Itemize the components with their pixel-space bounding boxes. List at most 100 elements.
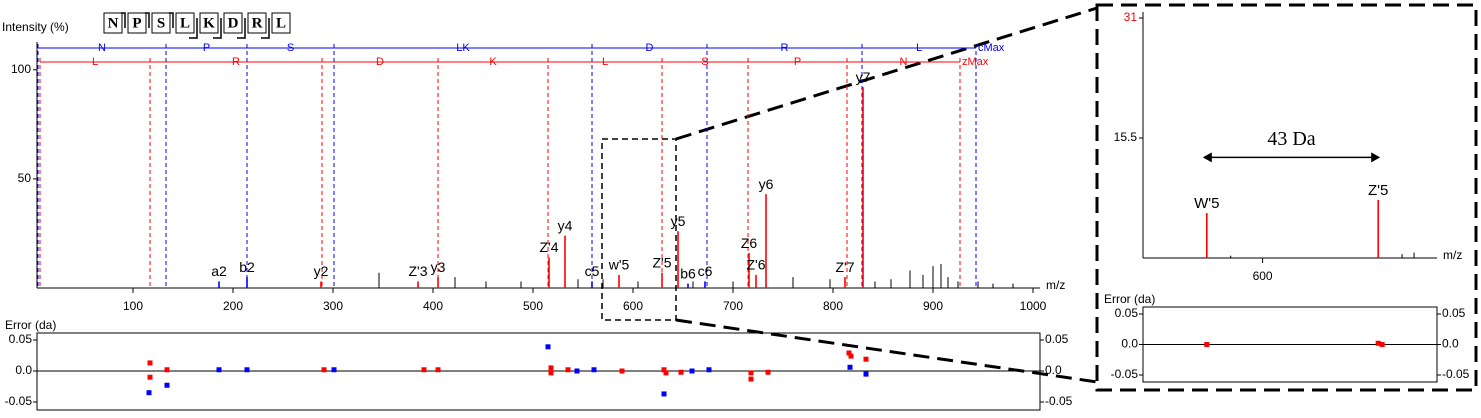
error-point <box>863 371 869 377</box>
error-point <box>663 370 669 376</box>
error-point <box>678 369 684 375</box>
error-point <box>661 367 667 373</box>
x-tick-label: 400 <box>423 299 443 313</box>
error-point <box>1375 340 1381 346</box>
x-tick-label: 600 <box>1253 269 1273 283</box>
peak-label: b2 <box>239 259 255 275</box>
cleavage-mark <box>121 12 126 28</box>
zoom-box <box>601 138 677 321</box>
peak-label: y3 <box>431 259 446 275</box>
ladder-label: cMax <box>978 42 1005 54</box>
error-point <box>146 390 152 396</box>
annotation-text: 43 Da <box>1267 128 1315 150</box>
ladder-label: S <box>287 42 294 54</box>
error-point <box>848 353 854 359</box>
x-tick-label: 300 <box>323 299 343 313</box>
peak-label: Z'3 <box>408 263 427 279</box>
residue: L <box>180 15 190 31</box>
residue: P <box>132 15 141 31</box>
ladder-label: LK <box>456 42 470 54</box>
error-point <box>591 367 597 373</box>
ladder-label: P <box>203 42 210 54</box>
ladder-label: zMax <box>962 56 989 68</box>
y-tick-label: 0.05 <box>1115 306 1139 320</box>
ladder-label: R <box>232 56 240 68</box>
peak-label: Z'5 <box>652 254 671 270</box>
peak-label: b6 <box>680 265 696 281</box>
residue-box <box>127 12 147 34</box>
error-point <box>548 365 554 371</box>
y-tick-label-right: -0.05 <box>1442 367 1470 381</box>
peak-label: c5 <box>585 263 600 279</box>
peak-label: Z'4 <box>539 239 558 255</box>
error-point <box>545 344 551 350</box>
inset-frame <box>1095 3 1478 392</box>
ladder-label: N <box>900 56 908 68</box>
error-point <box>565 367 571 373</box>
error-point <box>147 374 153 380</box>
residue: S <box>157 15 165 31</box>
residue: R <box>252 15 263 31</box>
peak-label: y4 <box>558 217 573 233</box>
error-point <box>748 370 754 376</box>
peak-label: Z'7 <box>835 259 854 275</box>
y-tick-label: 50 <box>18 171 32 185</box>
y-tick-label-right: 0.0 <box>1045 363 1062 377</box>
x-tick-label: 100 <box>123 299 143 313</box>
x-tick-label: 700 <box>723 299 743 313</box>
residue-box <box>103 12 123 34</box>
error-point <box>619 368 625 374</box>
residue-box <box>247 12 267 34</box>
error-point <box>706 367 712 373</box>
error-point <box>765 369 771 375</box>
residue: L <box>276 15 286 31</box>
zoom-connector <box>675 6 1098 141</box>
error-point <box>1379 342 1385 347</box>
cleavage-mark <box>213 18 222 39</box>
y-tick-label: 0.05 <box>9 332 33 346</box>
error-point <box>548 370 554 376</box>
y-tick-label: 15.5 <box>1114 130 1138 144</box>
error-point <box>216 367 222 373</box>
error-point <box>321 367 327 373</box>
peak-label: Z6 <box>741 235 758 251</box>
y-tick-label: 0.0 <box>15 363 32 377</box>
error-point <box>147 360 153 366</box>
ladder-label: D <box>646 42 654 54</box>
cleavage-mark <box>189 18 198 39</box>
error-point <box>748 376 754 382</box>
x-tick-label: 1000 <box>1020 299 1047 313</box>
error-point <box>689 368 695 374</box>
y-tick-label: 100 <box>11 62 31 76</box>
y-tick-label-right: 0.05 <box>1442 306 1466 320</box>
peak-label: y5 <box>671 213 686 229</box>
error-point <box>164 382 170 388</box>
x-axis-label: m/z <box>1443 248 1462 262</box>
residue: K <box>203 15 215 31</box>
error-point <box>863 356 869 362</box>
ladder-label: K <box>489 56 497 68</box>
peak-label: Z'6 <box>746 257 765 273</box>
peak-label: y7 <box>856 69 871 85</box>
x-tick-label: 800 <box>823 299 843 313</box>
error-point <box>331 367 337 373</box>
error-point <box>1204 342 1210 347</box>
cleavage-mark <box>169 12 174 28</box>
y-tick-label: -0.05 <box>1111 367 1139 381</box>
residue: N <box>108 15 119 31</box>
peak-label: W'5 <box>1194 195 1219 212</box>
residue-box <box>271 12 291 34</box>
residue-box <box>199 12 219 34</box>
error-point <box>846 350 852 356</box>
error-point <box>244 367 250 373</box>
ladder-label: P <box>794 56 801 68</box>
y-tick-label: 31 <box>1124 10 1138 24</box>
error-point <box>661 391 667 397</box>
residue-box <box>151 12 171 34</box>
y-tick-label: -0.05 <box>5 394 33 408</box>
ladder-label: L <box>92 56 98 68</box>
y-tick-label-right: 0.05 <box>1045 332 1069 346</box>
